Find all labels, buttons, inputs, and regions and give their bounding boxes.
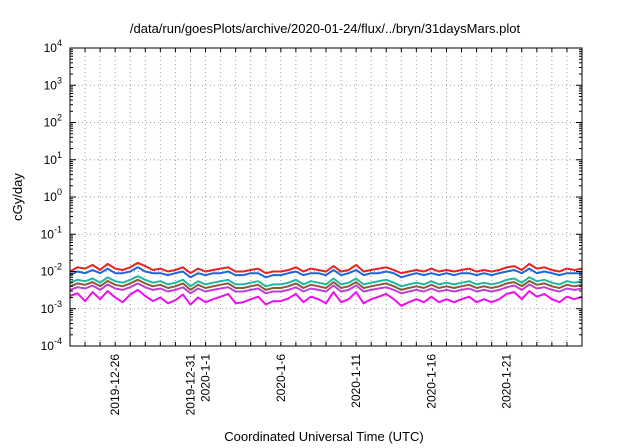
y-tick-label: 10-1	[41, 224, 62, 241]
grid	[70, 48, 582, 346]
y-tick-label: 104	[44, 38, 62, 55]
series-line-5	[70, 282, 582, 295]
y-tick-label: 102	[44, 113, 62, 130]
series-line-2	[70, 266, 582, 279]
x-tick-label: 2020-1-21	[500, 354, 514, 409]
x-axis-label: Coordinated Universal Time (UTC)	[224, 429, 423, 444]
y-tick-label: 101	[44, 150, 62, 167]
series-line-3	[70, 275, 582, 288]
y-tick-label: 10-4	[41, 336, 62, 353]
y-tick-label: 10-3	[41, 299, 62, 316]
series-line-1	[70, 261, 582, 275]
y-axis-label: cGy/day	[10, 173, 25, 221]
y-tick-label: 103	[44, 75, 62, 92]
series-line-6	[70, 288, 582, 307]
y-tick-label: 10-2	[41, 262, 62, 279]
x-tick-label: 2019-12-31	[183, 354, 197, 416]
x-tick-label: 2020-1-1	[199, 354, 213, 402]
series-line-4	[70, 278, 582, 291]
chart-title: /data/run/goesPlots/archive/2020-01-24/f…	[130, 21, 521, 36]
x-tick-label: 2020-1-6	[274, 354, 288, 402]
x-tick-label: 2019-12-26	[108, 354, 122, 416]
y-axis: 10-4 10-3 10-2 10-1 100 101 102 103 104	[41, 38, 582, 353]
x-tick-label: 2020-1-16	[424, 354, 438, 409]
x-axis: 2019-12-26 2019-12-31 2020-1-1 2020-1-6 2020…	[84, 48, 568, 416]
x-tick-label: 2020-1-11	[349, 354, 363, 408]
y-tick-label: 100	[44, 187, 62, 204]
series-lines	[70, 261, 582, 307]
